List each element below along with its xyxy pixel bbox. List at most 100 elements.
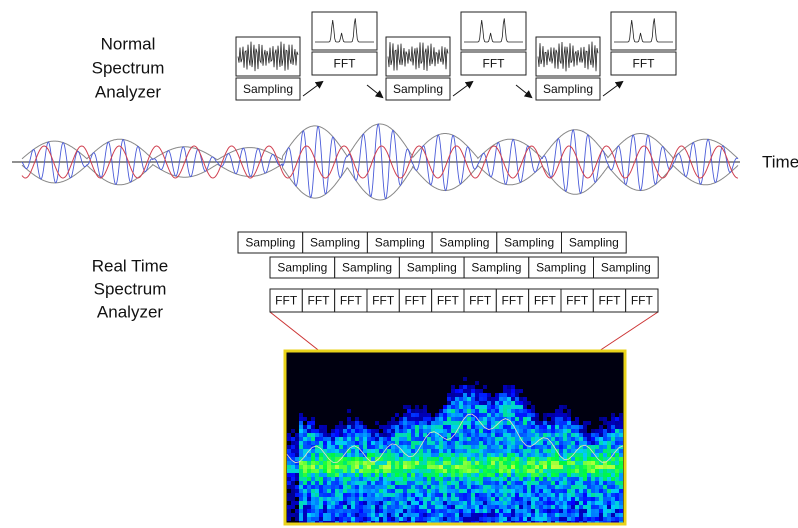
spectrogram-cell	[315, 441, 319, 445]
spectrogram-cell	[551, 457, 555, 461]
spectrogram-cell	[359, 429, 363, 433]
spectrogram-cell	[451, 453, 455, 457]
spectrogram-cell	[611, 505, 615, 509]
spectrogram-cell	[571, 485, 575, 489]
spectrogram-cell	[511, 425, 515, 429]
spectrogram-cell	[615, 441, 619, 445]
spectrogram-cell	[343, 449, 347, 453]
spectrogram-cell	[383, 497, 387, 501]
spectrogram-cell	[455, 485, 459, 489]
spectrogram-cell	[303, 469, 307, 473]
spectrogram-cell	[495, 429, 499, 433]
spectrogram-cell	[455, 421, 459, 425]
spectrogram-cell	[479, 433, 483, 437]
spectrogram-cell	[391, 425, 395, 429]
spectrogram-cell	[519, 405, 523, 409]
spectrogram-cell	[307, 469, 311, 473]
spectrogram-cell	[335, 429, 339, 433]
spectrogram-cell	[371, 513, 375, 517]
spectrogram-cell	[563, 421, 567, 425]
spectrogram-cell	[527, 485, 531, 489]
fft-plot	[610, 11, 677, 51]
spectrogram-cell	[559, 485, 563, 489]
spectrogram-cell	[619, 417, 623, 421]
spectrogram-cell	[343, 461, 347, 465]
spectrogram-cell	[315, 469, 319, 473]
spectrogram-cell	[339, 469, 343, 473]
spectrogram-cell	[607, 517, 611, 521]
spectrogram-cell	[475, 461, 479, 465]
spectrogram-cell	[615, 473, 619, 477]
spectrogram-cell	[291, 441, 295, 445]
spectrogram-cell	[415, 421, 419, 425]
spectrogram-cell	[599, 489, 603, 493]
spectrogram-cell	[583, 513, 587, 517]
spectrogram-cell	[507, 517, 511, 521]
spectrogram-cell	[483, 425, 487, 429]
arrow	[602, 80, 624, 97]
spectrogram-frame	[283, 349, 627, 526]
spectrogram-cell	[495, 437, 499, 441]
spectrogram-cell	[311, 425, 315, 429]
spectrogram-cell	[543, 437, 547, 441]
spectrogram-cell	[615, 509, 619, 513]
spectrogram-cell	[523, 509, 527, 513]
spectrogram-cell	[363, 453, 367, 457]
spectrogram-cell	[611, 461, 615, 465]
spectrogram-cell	[291, 513, 295, 517]
spectrogram-cell	[447, 481, 451, 485]
spectrogram-cell	[403, 429, 407, 433]
spectrogram-cell	[571, 477, 575, 481]
spectrogram-cell	[339, 437, 343, 441]
spectrogram-cell	[459, 453, 463, 457]
spectrogram-cell	[547, 481, 551, 485]
spectrogram-cell	[391, 433, 395, 437]
spectrogram-cell	[355, 437, 359, 441]
spectrogram-cell	[483, 441, 487, 445]
spectrogram-cell	[527, 513, 531, 517]
spectrogram-cell	[379, 505, 383, 509]
spectrogram-cell	[379, 493, 383, 497]
spectrogram-cell	[499, 501, 503, 505]
spectrogram-cell	[551, 485, 555, 489]
spectrogram-cell	[523, 489, 527, 493]
spectrogram-cell	[431, 433, 435, 437]
spectrogram-cell	[491, 481, 495, 485]
spectrogram-cell	[499, 517, 503, 521]
spectrogram-cell	[467, 497, 471, 501]
spectrogram-cell	[611, 465, 615, 469]
spectrogram-cell	[399, 417, 403, 421]
spectrogram-cell	[431, 485, 435, 489]
spectrogram-cell	[483, 433, 487, 437]
spectrogram-cell	[351, 449, 355, 453]
spectrogram-cell	[603, 473, 607, 477]
spectrogram-cell	[403, 425, 407, 429]
spectrogram-cell	[423, 441, 427, 445]
spectrogram-cell	[447, 441, 451, 445]
spectrogram-cell	[499, 477, 503, 481]
spectrogram-cell	[455, 433, 459, 437]
spectrogram-cell	[347, 517, 351, 521]
spectrogram-cell	[551, 469, 555, 473]
spectrogram-cell	[383, 513, 387, 517]
spectrogram-cell	[479, 389, 483, 393]
spectrogram-cell	[335, 473, 339, 477]
spectrogram-cell	[419, 441, 423, 445]
spectrogram-cell	[419, 517, 423, 521]
spectrogram-cell	[595, 493, 599, 497]
spectrogram-cell	[471, 453, 475, 457]
spectrogram-cell	[591, 449, 595, 453]
spectrogram-cell	[459, 505, 463, 509]
spectrogram-cell	[343, 453, 347, 457]
spectrogram-cell	[575, 517, 579, 521]
spectrogram-cell	[319, 453, 323, 457]
spectrogram-cell	[475, 465, 479, 469]
spectrogram-cell	[439, 421, 443, 425]
spectrogram-cell	[531, 453, 535, 457]
sampling-label: Sampling	[471, 261, 521, 275]
spectrogram-cell	[527, 465, 531, 469]
spectrogram-cell	[511, 413, 515, 417]
spectrogram-cell	[459, 437, 463, 441]
spectrogram-cell	[555, 421, 559, 425]
spectrogram-cell	[463, 477, 467, 481]
